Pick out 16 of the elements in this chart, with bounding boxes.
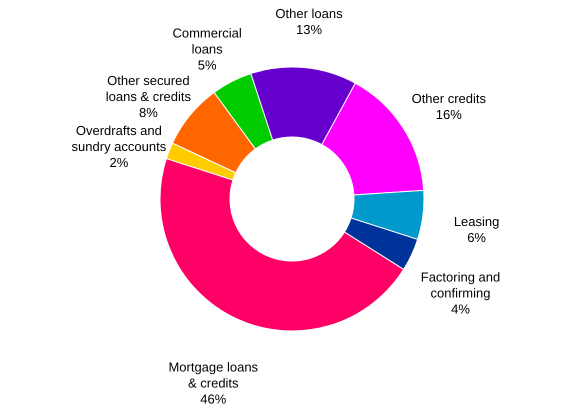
slice-label: Leasing <box>454 214 500 229</box>
slice-label: Other secured loans & credits <box>106 72 192 104</box>
slice-label: Commercial loans <box>172 26 242 56</box>
data-label: 46% <box>200 392 227 407</box>
data-label: 2% <box>109 154 129 170</box>
data-label: 8% <box>138 104 158 120</box>
data-label: 5% <box>198 58 217 72</box>
data-label: 16% <box>436 106 462 122</box>
slice-label: Mortgage loans & credits <box>168 360 259 391</box>
slice-label: Factoring and confirming <box>420 270 500 301</box>
slice-label: Overdrafts and sundry accounts <box>72 122 167 154</box>
data-label: 4% <box>451 302 470 317</box>
slice-label: Other loans <box>275 6 344 21</box>
data-label: 6% <box>467 230 486 245</box>
slice-label: Other credits <box>412 90 486 106</box>
data-label: 13% <box>296 22 322 37</box>
